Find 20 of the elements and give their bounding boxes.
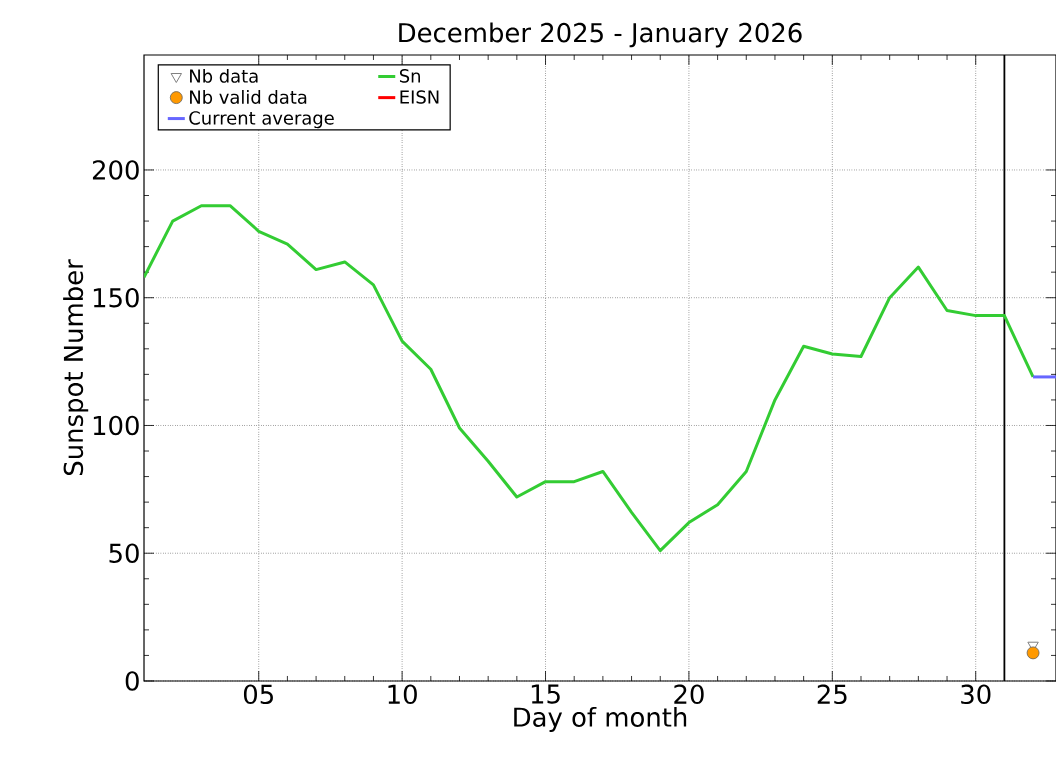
- chart-title: December 2025 - January 2026: [399, 22, 802, 48]
- x-tick-label: 15: [531, 684, 560, 704]
- y-tick-label: 0: [125, 671, 139, 691]
- x-axis-title: Day of month: [514, 706, 687, 733]
- x-tick-label: 20: [674, 684, 704, 705]
- y-tick-label: 200: [92, 160, 139, 180]
- x-tick-label: 05: [243, 684, 273, 705]
- y-axis-title: Sunspot Number: [63, 259, 89, 476]
- legend-label: Nb valid data: [190, 90, 307, 104]
- legend-label: Nb data: [190, 68, 258, 83]
- legend-label: Sn: [399, 69, 420, 83]
- x-tick-label: 10: [388, 684, 417, 705]
- line-series: [144, 204, 1035, 553]
- x-tick-label: 30: [961, 684, 991, 705]
- legend-label: EISN: [400, 90, 439, 104]
- x-tick-label: 25: [817, 684, 847, 705]
- y-tick-label: 150: [93, 287, 139, 308]
- y-tick-label: 50: [109, 543, 139, 564]
- y-tick-label: 100: [93, 415, 139, 436]
- legend-label: Current average: [189, 111, 334, 129]
